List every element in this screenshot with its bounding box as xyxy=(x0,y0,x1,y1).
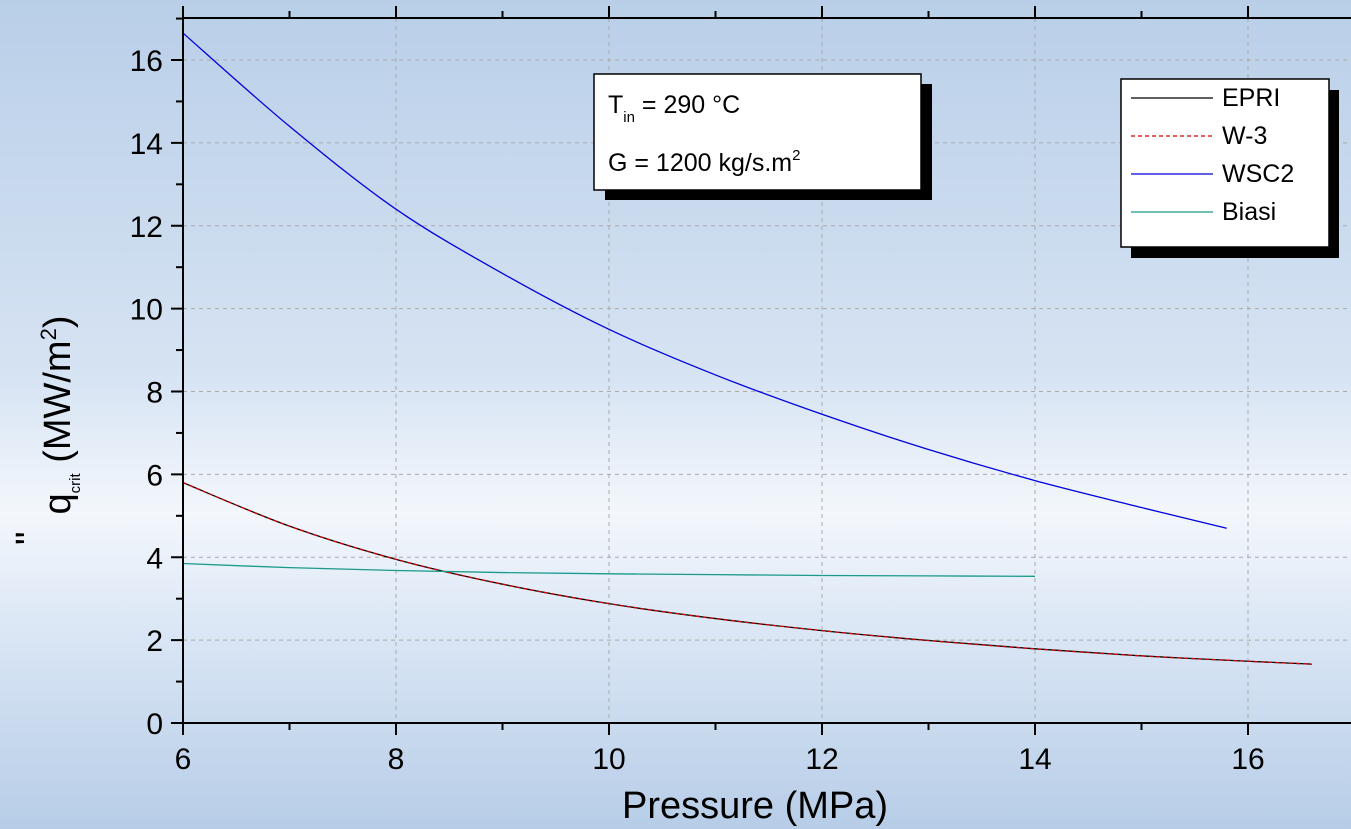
series-line-w-3 xyxy=(182,482,1312,665)
y-tick-label: 4 xyxy=(146,542,163,575)
grid xyxy=(183,18,1351,723)
y-tick-label: 0 xyxy=(146,708,163,741)
legend: EPRI W-3 WSC2 Biasi xyxy=(1120,78,1339,258)
y-tick-label: 6 xyxy=(146,459,163,492)
annotation-line-2: G = 1200 kg/s.m2 xyxy=(608,147,800,177)
y-tick-label: 14 xyxy=(130,128,163,161)
legend-label-biasi: Biasi xyxy=(1222,198,1276,226)
x-tick-label: 10 xyxy=(592,743,625,776)
x-axis-title: Pressure (MPa) xyxy=(622,785,888,827)
annotation-box: Tin = 290 °C G = 1200 kg/s.m2 xyxy=(593,73,932,200)
x-tick-label: 8 xyxy=(388,743,405,776)
series-line-epri xyxy=(182,482,1312,665)
y-tick-label: 16 xyxy=(130,45,163,78)
legend-label-epri: EPRI xyxy=(1222,84,1280,112)
y-tick-label: 12 xyxy=(130,211,163,244)
y-tick-label: 10 xyxy=(130,294,163,327)
y-axis-prime: " xyxy=(9,532,51,546)
x-tick-label: 16 xyxy=(1231,743,1264,776)
y-tick-label: 8 xyxy=(146,377,163,410)
series-layer xyxy=(182,32,1312,665)
series-line-wsc2 xyxy=(182,32,1227,529)
y-tick-label: 2 xyxy=(146,625,163,658)
series-line-biasi xyxy=(182,562,1036,577)
x-tick-label: 6 xyxy=(175,743,192,776)
axis-ticks: 6 8 10 12 14 16 0 2 4 6 8 10 12 14 16 xyxy=(130,6,1265,776)
x-tick-label: 12 xyxy=(805,743,838,776)
x-tick-label: 14 xyxy=(1018,743,1051,776)
axes xyxy=(182,8,1351,724)
legend-label-wsc2: WSC2 xyxy=(1222,160,1294,188)
legend-label-w-3: W-3 xyxy=(1222,122,1267,150)
annotation-line-1: Tin = 290 °C xyxy=(608,91,740,126)
y-axis-title: qcrit (MW/m2) xyxy=(36,316,84,515)
